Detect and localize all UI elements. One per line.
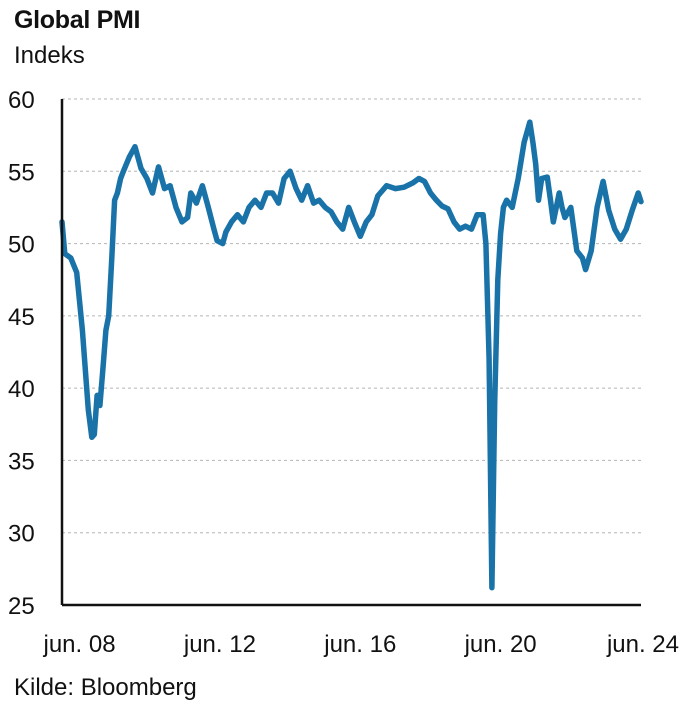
y-axis-unit-label: Indeks	[14, 42, 85, 69]
x-tick-labels: jun. 08 jun. 12 jun. 16 jun. 20 jun. 24	[43, 631, 679, 658]
y-tick-label: 25	[8, 593, 35, 620]
x-tick-label: jun. 16	[323, 631, 396, 658]
x-tick-label: jun. 20	[464, 631, 537, 658]
y-tick-labels: 25 30 35 40 45 50 55 60	[8, 87, 35, 620]
x-tick-label: jun. 12	[183, 631, 256, 658]
y-tick-label: 35	[8, 448, 35, 475]
y-tick-label: 30	[8, 521, 35, 548]
axes	[60, 99, 641, 607]
y-tick-label: 45	[8, 304, 35, 331]
grid-lines	[62, 98, 641, 534]
source-note: Kilde: Bloomberg	[14, 674, 197, 701]
chart-title: Global PMI	[14, 6, 141, 34]
y-tick-label: 40	[8, 376, 35, 403]
x-tick-label: jun. 08	[43, 631, 116, 658]
x-tick-label: jun. 24	[606, 631, 679, 658]
y-tick-label: 55	[8, 159, 35, 186]
series-line	[59, 119, 644, 591]
y-tick-label: 60	[8, 87, 35, 114]
series-group	[59, 119, 644, 591]
y-tick-label: 50	[8, 232, 35, 259]
